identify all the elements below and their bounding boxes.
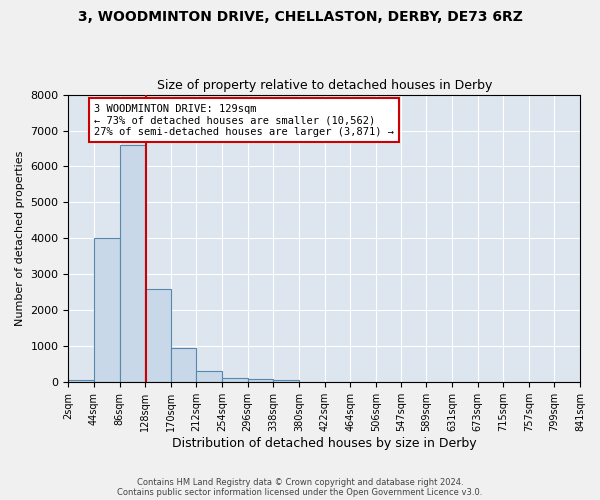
Y-axis label: Number of detached properties: Number of detached properties	[15, 150, 25, 326]
Bar	[248, 378, 273, 382]
Text: 3, WOODMINTON DRIVE, CHELLASTON, DERBY, DE73 6RZ: 3, WOODMINTON DRIVE, CHELLASTON, DERBY, …	[77, 10, 523, 24]
Bar	[94, 238, 119, 382]
Text: 3 WOODMINTON DRIVE: 129sqm
← 73% of detached houses are smaller (10,562)
27% of : 3 WOODMINTON DRIVE: 129sqm ← 73% of deta…	[94, 104, 394, 136]
Bar	[68, 380, 94, 382]
Bar	[273, 380, 299, 382]
Bar	[196, 371, 222, 382]
Bar	[222, 378, 248, 382]
Bar	[171, 348, 196, 382]
Bar	[145, 288, 171, 382]
Bar	[119, 145, 145, 382]
Text: Contains HM Land Registry data © Crown copyright and database right 2024.
Contai: Contains HM Land Registry data © Crown c…	[118, 478, 482, 497]
X-axis label: Distribution of detached houses by size in Derby: Distribution of detached houses by size …	[172, 437, 476, 450]
Title: Size of property relative to detached houses in Derby: Size of property relative to detached ho…	[157, 79, 492, 92]
